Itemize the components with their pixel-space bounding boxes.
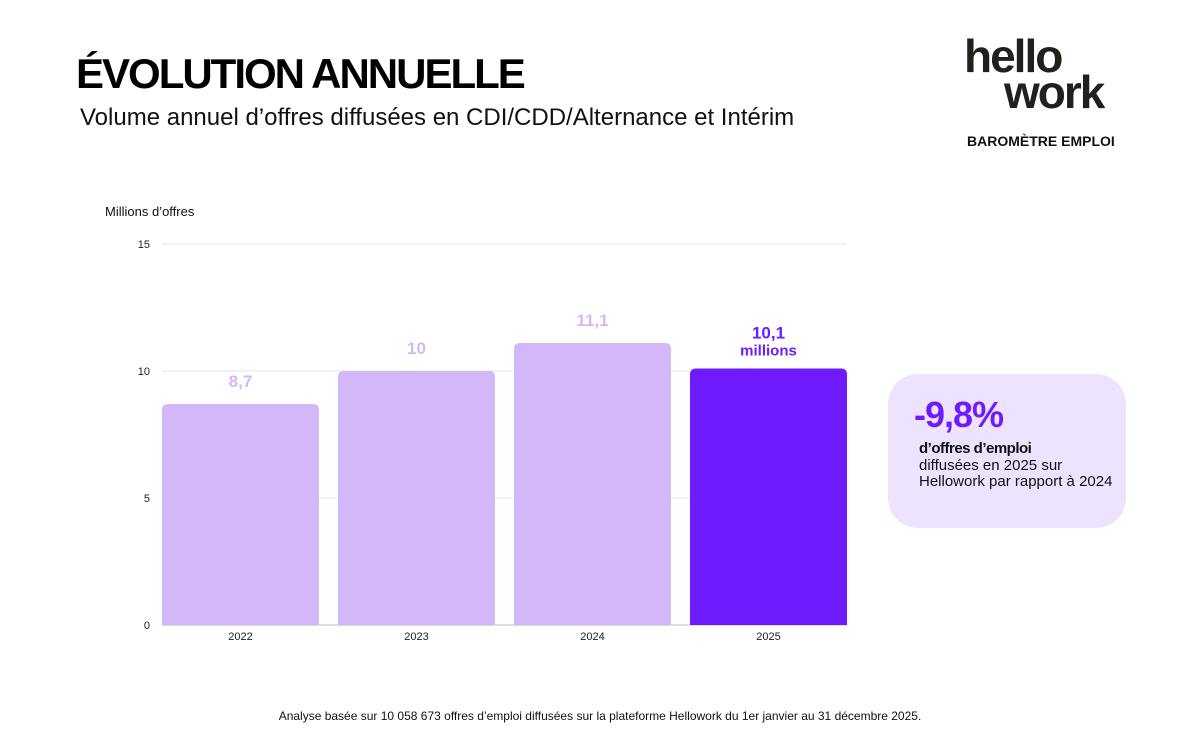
callout-value: -9,8% (914, 394, 1004, 435)
data-label: 10,1 (752, 323, 785, 342)
y-tick-label: 0 (144, 620, 150, 632)
y-axis-label: Millions d’offres (105, 204, 195, 219)
bar-2022 (162, 404, 319, 625)
y-tick-label: 15 (138, 239, 150, 251)
callout-bold-text: d’offres d’emploi (919, 440, 1032, 457)
x-tick-label: 2023 (404, 631, 428, 643)
callout-text: diffusées en 2025 sur Hellowork par rapp… (919, 457, 1113, 490)
y-tick-label: 10 (138, 366, 150, 378)
data-label: 8,7 (229, 372, 253, 391)
page-subtitle: Volume annuel d’offres diffusées en CDI/… (80, 104, 795, 131)
x-tick-label: 2022 (228, 631, 252, 643)
bar-2024 (514, 343, 671, 625)
data-label-unit: millions (740, 342, 797, 359)
x-tick-label: 2024 (580, 631, 604, 643)
y-tick-label: 5 (144, 493, 150, 505)
x-tick-label: 2025 (756, 631, 780, 643)
bar-2025 (690, 368, 847, 625)
data-label: 11,1 (576, 311, 608, 330)
logo-tagline: BAROMÈTRE EMPLOI (967, 133, 1115, 149)
footnote: Analyse basée sur 10 058 673 offres d’em… (278, 709, 922, 723)
bar-2023 (338, 371, 495, 625)
data-label: 10 (407, 339, 426, 358)
callout-card: -9,8% d’offres d’emploi diffusées en 202… (888, 374, 1126, 528)
page-title: ÉVOLUTION ANNUELLE (76, 50, 526, 97)
hellowork-logo: hello work (964, 30, 1105, 118)
